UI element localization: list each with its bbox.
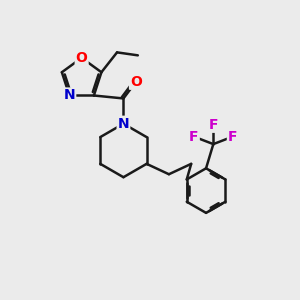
Text: O: O	[76, 51, 88, 65]
Text: F: F	[208, 118, 218, 132]
Text: N: N	[64, 88, 75, 103]
Text: O: O	[130, 75, 142, 89]
Text: N: N	[118, 117, 129, 131]
Text: F: F	[228, 130, 237, 144]
Text: F: F	[189, 130, 199, 144]
